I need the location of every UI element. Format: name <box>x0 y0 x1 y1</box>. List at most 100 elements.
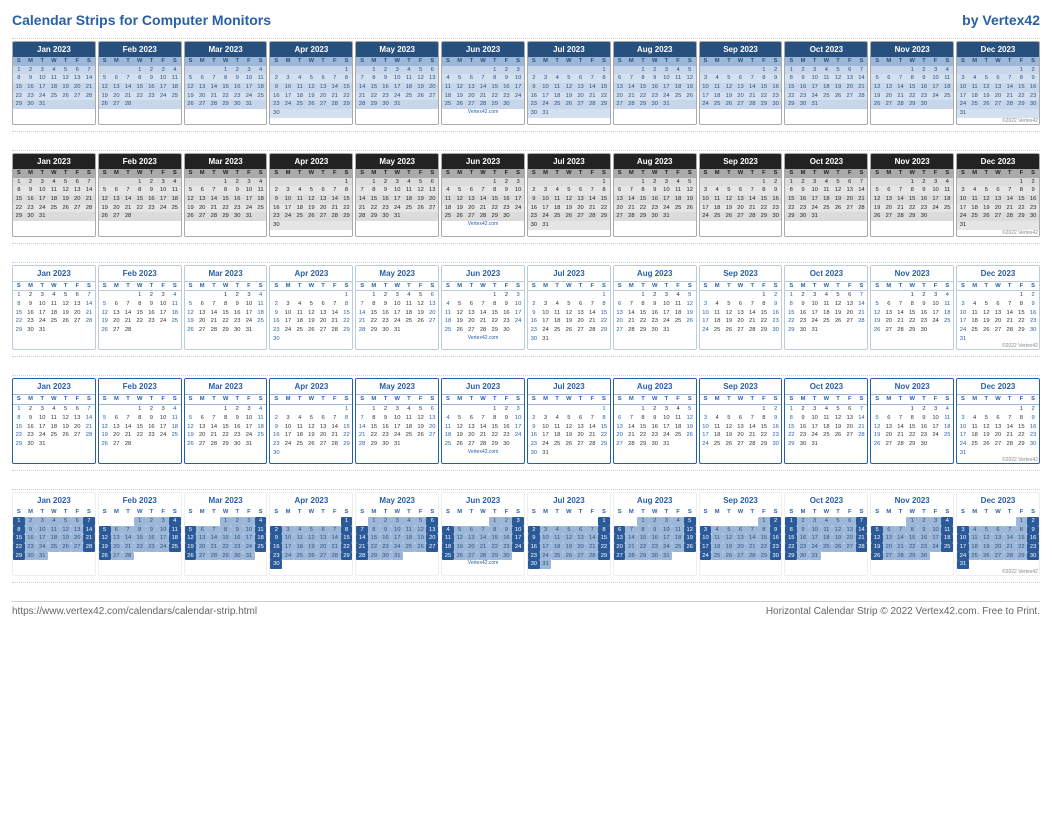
day-cell: 16 <box>231 309 243 318</box>
day-cell: 23 <box>528 326 540 335</box>
day-cell: 10 <box>36 526 48 535</box>
day-cell: 8 <box>489 300 501 309</box>
week-row: 2627282930.. <box>871 100 953 109</box>
week-row: 15161718192021 <box>785 309 867 318</box>
week-row: 12131415161718 <box>99 309 181 318</box>
day-cell: 19 <box>185 204 197 213</box>
day-cell: 20 <box>575 204 587 213</box>
day-cell: 21 <box>1004 204 1016 213</box>
week-row: 2728293031.. <box>614 440 696 449</box>
weeks: 1234567891011121314151617181920212223242… <box>785 517 867 560</box>
day-cell: 1 <box>489 178 501 187</box>
day-cell: 25 <box>403 204 415 213</box>
day-cell: 18 <box>672 423 684 432</box>
day-cell: 12 <box>563 83 575 92</box>
day-cell: 1 <box>13 178 25 187</box>
day-cell: 14 <box>477 534 489 543</box>
weeks: .123456789101112131415161718192021222324… <box>356 178 438 221</box>
day-cell: 28 <box>477 552 489 561</box>
day-cell: 22 <box>220 431 232 440</box>
day-cell: 14 <box>477 423 489 432</box>
day-cell: 24 <box>512 543 524 552</box>
day-cell: 2 <box>528 74 540 83</box>
day-cell: 29 <box>785 326 797 335</box>
day-cell: 8 <box>368 526 380 535</box>
month: Nov 2023SMTWTFS...1234567891011121314151… <box>870 265 954 351</box>
day-of-week-row: SMTWTFS <box>528 57 610 66</box>
day-cell: 10 <box>700 309 712 318</box>
day-cell: 4 <box>442 414 454 423</box>
day-cell: 22 <box>785 204 797 213</box>
day-cell: 22 <box>637 92 649 101</box>
day-cell: 9 <box>270 423 282 432</box>
day-cell: 28 <box>122 212 134 221</box>
day-cell: 22 <box>906 204 918 213</box>
day-cell: 29 <box>489 326 501 335</box>
day-cell: 2 <box>270 300 282 309</box>
day-cell: 17 <box>809 195 821 204</box>
day-cell: 15 <box>13 309 25 318</box>
day-cell: 21 <box>83 309 95 318</box>
month-name: Nov 2023 <box>871 266 953 281</box>
watermark: Vertex42.com <box>442 449 524 455</box>
day-cell: 3 <box>661 66 673 75</box>
day-cell: 18 <box>48 309 60 318</box>
day-cell: 10 <box>540 423 552 432</box>
day-cell: 1 <box>785 66 797 75</box>
day-cell: 29 <box>341 326 353 335</box>
day-cell: 24 <box>930 543 942 552</box>
day-cell: 1 <box>906 178 918 187</box>
month-name: Nov 2023 <box>871 154 953 169</box>
day-cell: 11 <box>821 74 833 83</box>
month: Feb 2023SMTWTFS...1234567891011121314151… <box>98 41 182 125</box>
week-row: 22232425262728 <box>785 92 867 101</box>
day-cell: 11 <box>169 414 181 423</box>
day-cell: 28 <box>895 552 907 561</box>
day-cell: 20 <box>111 204 123 213</box>
week-row: 17181920212223 <box>700 543 782 552</box>
day-cell: 13 <box>196 83 208 92</box>
day-cell: 9 <box>1027 74 1039 83</box>
day-cell: 3 <box>809 405 821 414</box>
day-cell: 30 <box>25 440 37 449</box>
day-cell: 19 <box>454 92 466 101</box>
month: Dec 2023SMTWTFS.....12345678910111213141… <box>956 41 1040 125</box>
day-cell: 19 <box>980 204 992 213</box>
day-cell: 1 <box>220 517 232 526</box>
day-cell: 5 <box>563 526 575 535</box>
day-cell: 1 <box>598 66 610 75</box>
week-row: 18192021222324 <box>442 543 524 552</box>
month: Nov 2023SMTWTFS...1234567891011121314151… <box>870 41 954 125</box>
day-cell: 28 <box>895 326 907 335</box>
weeks: .....12345678910111213141516171819202122… <box>957 405 1039 457</box>
day-cell: 5 <box>415 405 427 414</box>
day-cell: 4 <box>969 414 981 423</box>
day-cell: 7 <box>625 186 637 195</box>
day-cell: 24 <box>540 552 552 561</box>
day-cell: 6 <box>844 517 856 526</box>
day-cell: 24 <box>700 326 712 335</box>
day-cell: 5 <box>563 186 575 195</box>
day-cell: 12 <box>454 423 466 432</box>
day-cell: 23 <box>270 212 282 221</box>
day-cell: 27 <box>883 552 895 561</box>
month: Jun 2023SMTWTFS....123456789101112131415… <box>441 41 525 125</box>
day-cell: 19 <box>684 83 696 92</box>
day-cell: 26 <box>99 440 111 449</box>
day-cell: 23 <box>380 431 392 440</box>
month: Sep 2023SMTWTFS.....12345678910111213141… <box>699 492 783 576</box>
day-cell: 11 <box>169 186 181 195</box>
day-cell: 29 <box>785 212 797 221</box>
day-cell: 28 <box>477 326 489 335</box>
day-cell: 3 <box>957 300 969 309</box>
day-cell: 10 <box>512 186 524 195</box>
day-of-week-row: SMTWTFS <box>356 394 438 405</box>
day-cell: 12 <box>99 83 111 92</box>
day-cell: 25 <box>255 204 267 213</box>
day-cell: 26 <box>454 552 466 561</box>
day-cell: 20 <box>735 431 747 440</box>
day-cell: 17 <box>809 423 821 432</box>
day-cell: 22 <box>341 204 353 213</box>
day-cell: 8 <box>1016 186 1028 195</box>
month: May 2023SMTWTFS.123456789101112131415161… <box>355 153 439 237</box>
